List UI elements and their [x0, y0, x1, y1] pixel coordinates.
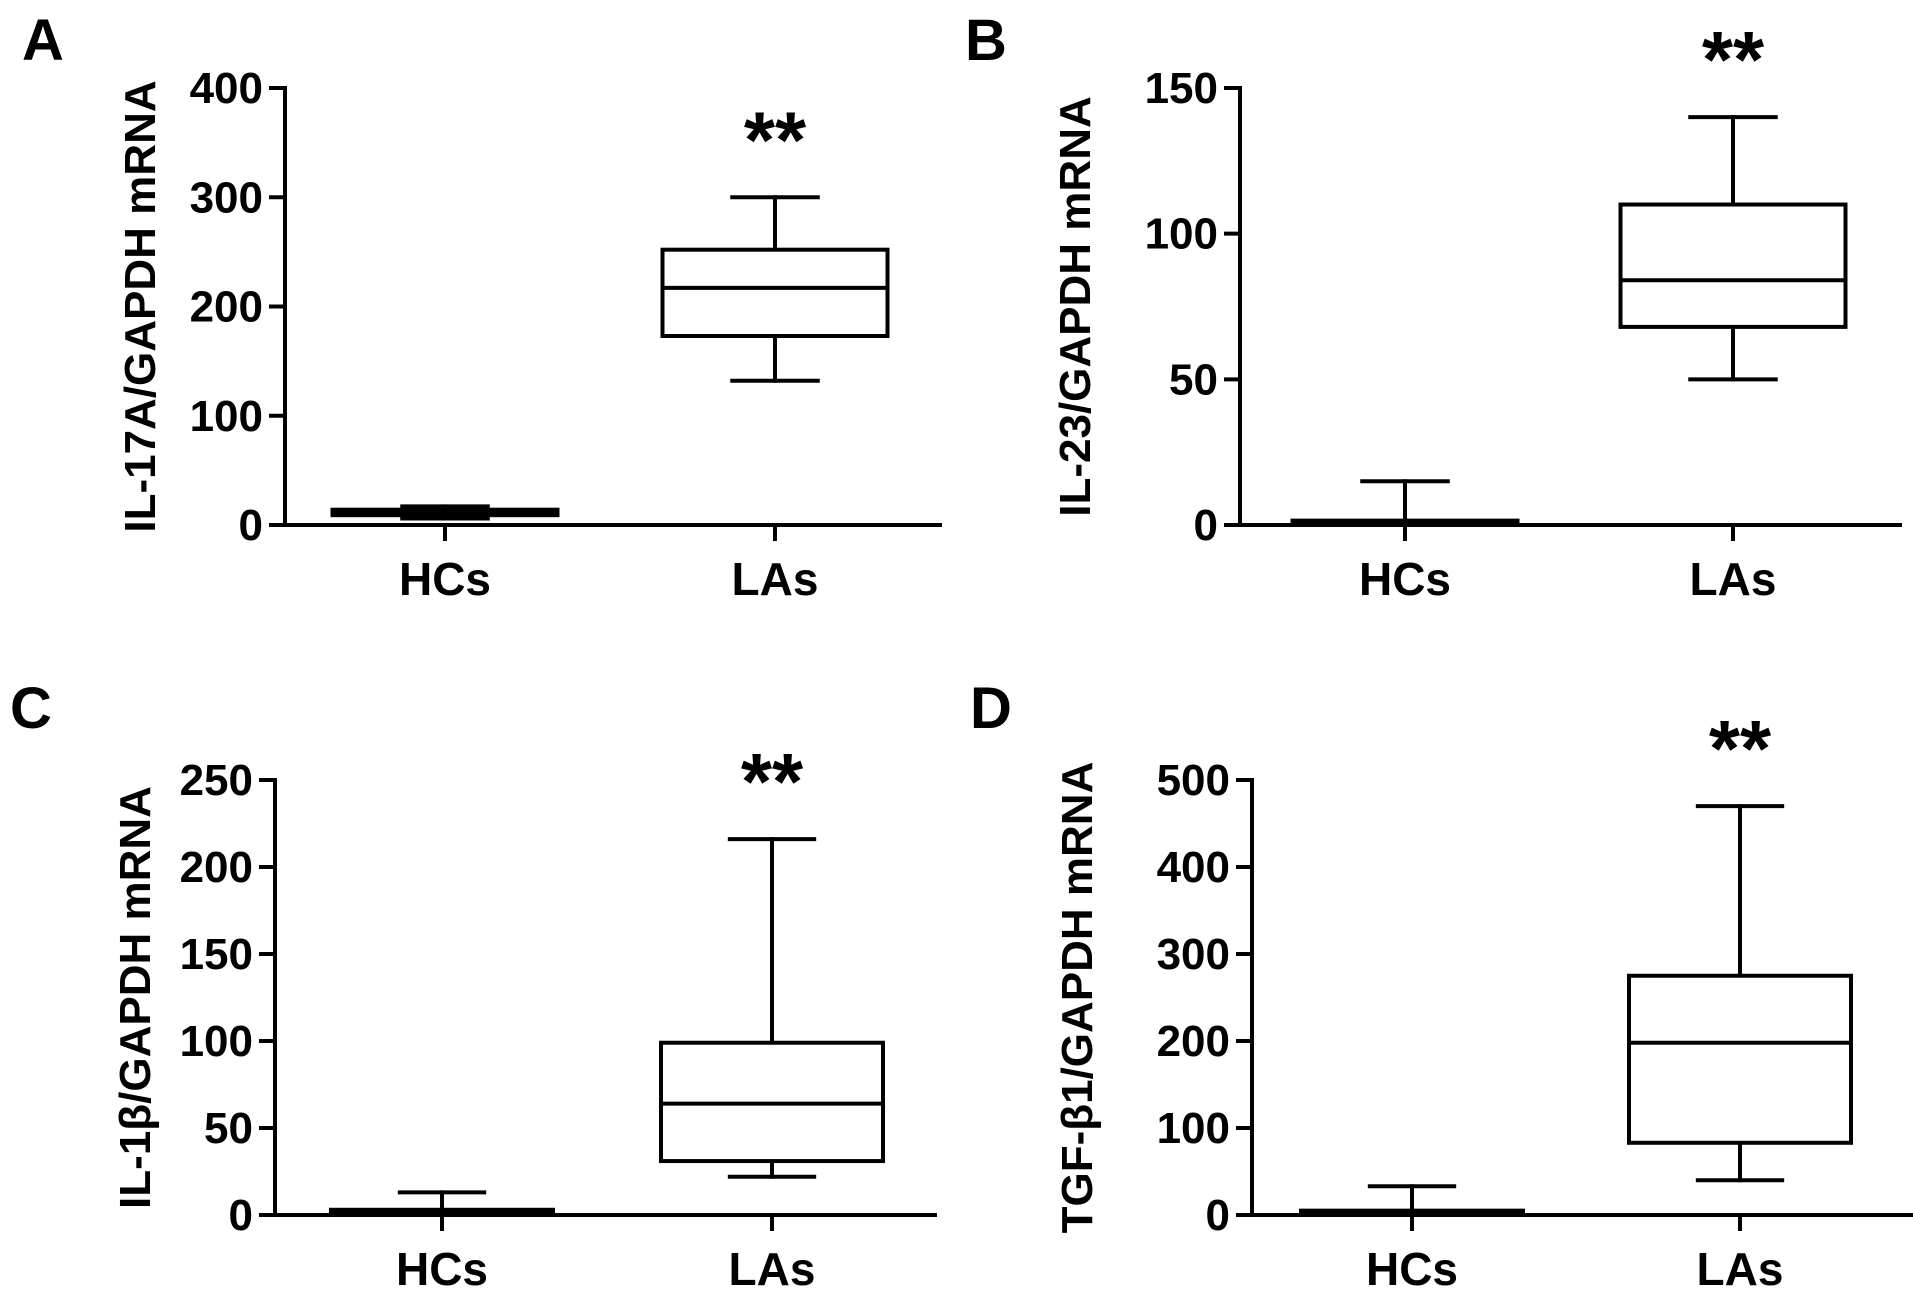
panel-d-y-tick-label: 400 [1157, 843, 1230, 892]
panel-d-significance-marker: ** [1709, 704, 1772, 793]
panel-c-label: C [10, 676, 52, 741]
panel-c-y-tick-label: 250 [180, 756, 253, 805]
panel-c-x-tick-label: HCs [396, 1243, 488, 1295]
panel-c-y-tick-label: 100 [180, 1017, 253, 1066]
panel-b-y-tick-label: 0 [1194, 501, 1218, 550]
panel-d-y-tick-label: 0 [1206, 1191, 1230, 1240]
panel-a-significance-marker: ** [744, 95, 807, 184]
panel-a-y-tick-label: 300 [190, 173, 263, 222]
panel-d-y-tick-label: 200 [1157, 1017, 1230, 1066]
panel-a-label: A [22, 8, 64, 73]
panel-a-y-tick-label: 200 [190, 283, 263, 332]
panel-d-label: D [970, 676, 1012, 741]
panel-d-box-las [1627, 973, 1853, 1145]
panel-b-y-tick-label: 150 [1145, 64, 1218, 113]
panel-d-x-tick-label: LAs [1697, 1243, 1784, 1295]
panel-c-y-tick-label: 200 [180, 843, 253, 892]
panel-b-y-tick-label: 100 [1145, 210, 1218, 259]
panel-d-y-tick-label: 500 [1157, 756, 1230, 805]
panel-b-box-las [1618, 202, 1848, 329]
panel-c-y-axis-title: IL-1β/GAPDH mRNA [111, 786, 160, 1209]
panel-d-y-tick-label: 300 [1157, 930, 1230, 979]
panel-a-x-tick-label: LAs [732, 553, 819, 605]
panel-d-y-axis-title: TGF-β1/GAPDH mRNA [1053, 762, 1102, 1234]
panel-a-box-las [660, 247, 890, 338]
panel-b-x-tick-label: LAs [1690, 553, 1777, 605]
panel-b-y-axis-title: IL-23/GAPDH mRNA [1051, 96, 1100, 517]
panel-d-y-tick-label: 100 [1157, 1104, 1230, 1153]
panel-b-x-tick-label: HCs [1359, 553, 1451, 605]
panel-a-y-tick-label: 400 [190, 64, 263, 113]
panel-a-y-tick-label: 100 [190, 392, 263, 441]
panel-b-significance-marker: ** [1702, 15, 1765, 104]
panel-c-y-tick-label: 0 [229, 1191, 253, 1240]
panel-a-y-tick-label: 0 [239, 501, 263, 550]
panel-c-significance-marker: ** [741, 737, 804, 826]
panel-b-label: B [965, 8, 1007, 73]
panel-a-x-tick-label: HCs [399, 553, 491, 605]
panel-c-y-tick-label: 150 [180, 930, 253, 979]
panel-d-x-tick-label: HCs [1366, 1243, 1458, 1295]
panel-b-y-tick-label: 50 [1169, 355, 1218, 404]
panel-c-x-tick-label: LAs [729, 1243, 816, 1295]
panel-a-y-axis-title: IL-17A/GAPDH mRNA [116, 80, 165, 532]
panel-c-y-tick-label: 50 [204, 1104, 253, 1153]
